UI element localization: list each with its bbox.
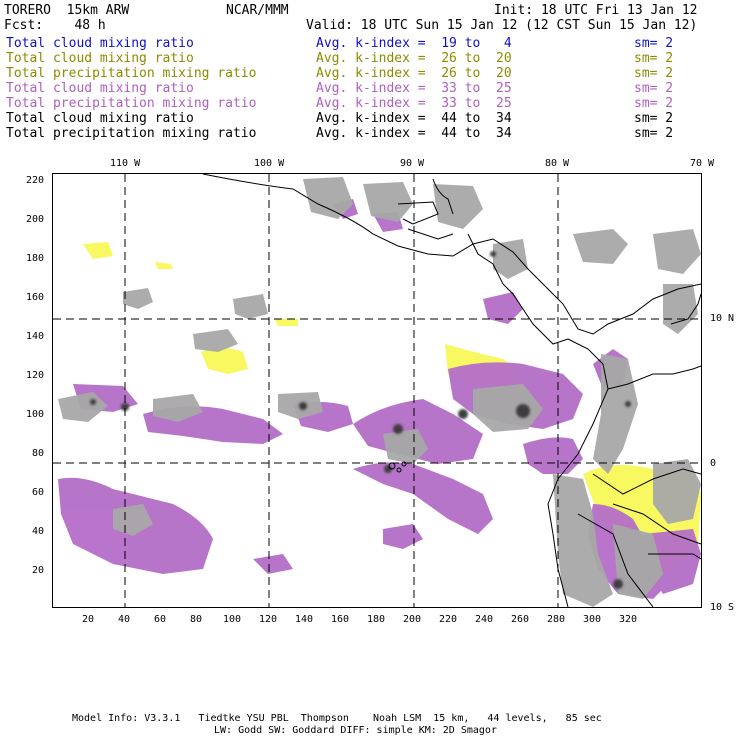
legend-row-1-field: Total cloud mixing ratio	[6, 36, 194, 51]
legend-row-5-stat: Avg. k-index = 33 to 25	[316, 96, 512, 111]
organization-label: NCAR/MMM	[226, 3, 289, 18]
x-tick-label: 300	[583, 614, 602, 625]
legend-row-7-stat: Avg. k-index = 44 to 34	[316, 126, 512, 141]
legend-row-3-field: Total precipitation mixing ratio	[6, 66, 257, 81]
legend-row-1-sm: sm= 2	[634, 36, 674, 51]
lat-label-0: 0	[710, 458, 717, 469]
model-info-line-1: Model Info: V3.3.1 Tiedtke YSU PBL Thomp…	[72, 713, 602, 724]
model-title: TORERO 15km ARW	[4, 3, 130, 18]
galapagos-islands	[388, 461, 407, 473]
y-tick-label: 80	[32, 448, 45, 459]
y-tick-label: 180	[26, 253, 45, 264]
init-time: Init: 18 UTC Fri 13 Jan 12	[494, 3, 698, 18]
x-tick-label: 60	[154, 614, 167, 625]
legend-row-4-field: Total cloud mixing ratio	[6, 81, 194, 96]
legend-row-2-field: Total cloud mixing ratio	[6, 51, 194, 66]
lon-label-80w: 80 W	[545, 158, 570, 169]
y-tick-label: 60	[32, 487, 45, 498]
model-info-line-2: LW: Godd SW: Goddard DIFF: simple KM: 2D…	[214, 725, 497, 736]
legend-row-4-sm: sm= 2	[634, 81, 674, 96]
lat-label-10s: 10 S	[710, 602, 735, 613]
legend-row-3-stat: Avg. k-index = 26 to 20	[316, 66, 512, 81]
high-k-cores	[90, 251, 631, 589]
y-tick-label: 140	[26, 331, 45, 342]
lat-label-10n: 10 N	[710, 313, 735, 324]
lon-label-100w: 100 W	[254, 158, 285, 169]
x-tick-label: 240	[475, 614, 494, 625]
y-tick-label: 40	[32, 526, 45, 537]
x-tick-label: 160	[331, 614, 350, 625]
x-tick-label: 80	[190, 614, 203, 625]
legend-row-5-sm: sm= 2	[634, 96, 674, 111]
y-tick-label: 100	[26, 409, 45, 420]
x-tick-label: 40	[118, 614, 131, 625]
x-tick-label: 20	[82, 614, 95, 625]
x-tick-label: 140	[295, 614, 314, 625]
y-tick-label: 20	[32, 565, 45, 576]
y-tick-label: 120	[26, 370, 45, 381]
legend-row-2-stat: Avg. k-index = 26 to 20	[316, 51, 512, 66]
y-tick-label: 200	[26, 214, 45, 225]
coastlines	[202, 174, 701, 607]
cloud-gray-layer	[58, 177, 701, 607]
legend-row-6-stat: Avg. k-index = 44 to 34	[316, 111, 512, 126]
legend-row-2-sm: sm= 2	[634, 51, 674, 66]
legend-row-1-stat: Avg. k-index = 19 to 4	[316, 36, 512, 51]
y-tick-label: 220	[26, 175, 45, 186]
x-tick-label: 180	[367, 614, 386, 625]
valid-time: Valid: 18 UTC Sun 15 Jan 12 (12 CST Sun …	[306, 18, 698, 33]
legend-row-3-sm: sm= 2	[634, 66, 674, 81]
legend-row-7-field: Total precipitation mixing ratio	[6, 126, 257, 141]
x-tick-label: 120	[259, 614, 278, 625]
y-tick-label: 160	[26, 292, 45, 303]
legend-row-6-sm: sm= 2	[634, 111, 674, 126]
legend-row-6-field: Total cloud mixing ratio	[6, 111, 194, 126]
legend-row-7-sm: sm= 2	[634, 126, 674, 141]
x-tick-label: 260	[511, 614, 530, 625]
lat-lon-grid	[53, 174, 701, 607]
x-tick-label: 220	[439, 614, 458, 625]
lon-label-110w: 110 W	[110, 158, 141, 169]
x-tick-label: 280	[547, 614, 566, 625]
map-canvas	[53, 174, 701, 607]
lon-label-90w: 90 W	[400, 158, 425, 169]
forecast-hour: Fcst: 48 h	[4, 18, 106, 33]
lon-label-70w: 70 W	[690, 158, 715, 169]
forecast-map	[52, 173, 702, 608]
legend-row-5-field: Total precipitation mixing ratio	[6, 96, 257, 111]
x-tick-label: 320	[619, 614, 638, 625]
x-tick-label: 100	[223, 614, 242, 625]
x-tick-label: 200	[403, 614, 422, 625]
legend-row-4-stat: Avg. k-index = 33 to 25	[316, 81, 512, 96]
